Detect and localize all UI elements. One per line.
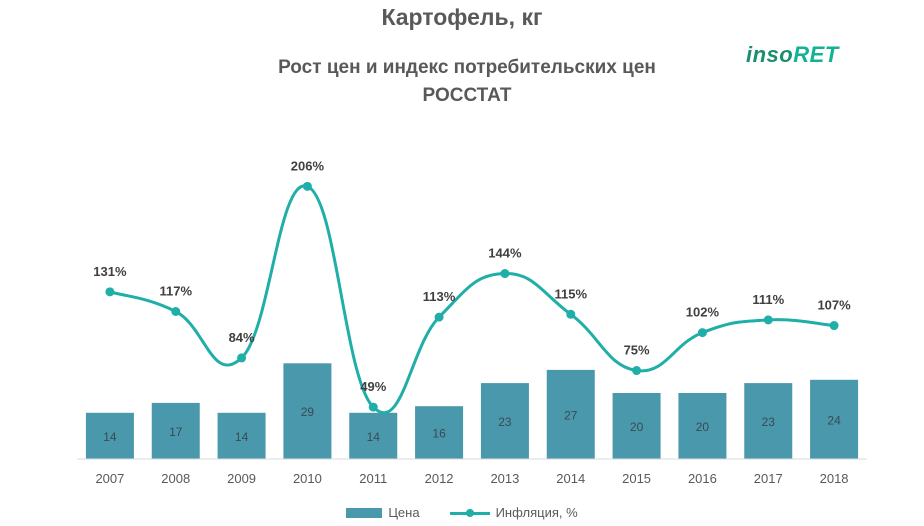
inflation-line (109, 184, 835, 415)
bar-value-label: 29 (301, 405, 315, 419)
bar-2009 (217, 412, 266, 459)
chart-subtitle: Рост цен и индекс потребительских цен РО… (0, 54, 924, 110)
subtitle-line-1: Рост цен и индекс потребительских цен (278, 57, 656, 78)
bar-value-label: 24 (827, 413, 841, 427)
inflation-value-label: 49% (360, 379, 386, 394)
bar-value-label: 17 (169, 425, 183, 439)
inflation-point-2012 (434, 312, 444, 322)
bar-2014 (546, 369, 595, 459)
bar-2008 (151, 402, 200, 459)
chart-title: Картофель, кг (381, 4, 543, 30)
bar-2018 (810, 379, 859, 459)
logo-part-2: RET (793, 42, 839, 67)
x-tick-label: 2009 (227, 471, 256, 486)
inflation-point-2011 (368, 402, 378, 412)
inflation-value-label: 115% (554, 286, 587, 301)
inflation-point-2007 (105, 287, 115, 297)
inflation-point-2014 (566, 309, 576, 319)
inflation-value-label: 111% (752, 292, 784, 307)
x-tick-label: 2012 (425, 471, 454, 486)
bar-value-label: 23 (498, 415, 512, 429)
inflation-point-2018 (829, 321, 839, 331)
x-tick-label: 2007 (95, 471, 124, 486)
bar-value-label: 14 (103, 430, 117, 444)
legend-item-price: Цена (346, 505, 420, 520)
bar-2013 (480, 383, 529, 459)
inflation-value-label: 107% (817, 298, 851, 313)
bar-value-label: 27 (564, 408, 578, 422)
inflation-value-label: 113% (423, 289, 456, 304)
x-tick-label: 2008 (161, 471, 190, 486)
insoret-logo: insoRET (746, 42, 839, 68)
inflation-point-2013 (500, 269, 510, 279)
x-tick-label: 2018 (820, 471, 849, 486)
bar-value-label: 14 (367, 430, 381, 444)
bar-value-label: 14 (235, 430, 249, 444)
inflation-value-label: 84% (229, 330, 255, 345)
legend-label-inflation: Инфляция, % (495, 505, 578, 520)
bar-value-label: 23 (762, 415, 776, 429)
bar-2012 (415, 406, 464, 459)
inflation-point-2017 (763, 315, 773, 325)
logo-part-1: inso (746, 42, 794, 67)
inflation-point-2016 (697, 328, 707, 338)
bar-2015 (612, 393, 661, 459)
inflation-value-label: 75% (624, 343, 650, 358)
bar-2007 (85, 412, 134, 459)
bar-2016 (678, 393, 727, 459)
bar-2010 (283, 363, 332, 459)
legend-line-swatch (449, 508, 490, 518)
inflation-value-label: 131% (93, 264, 127, 279)
x-tick-label: 2017 (754, 471, 783, 486)
x-tick-label: 2015 (622, 471, 651, 486)
legend-item-inflation: Инфляция, % (449, 505, 578, 520)
x-tick-label: 2013 (490, 471, 519, 486)
inflation-point-2008 (171, 306, 181, 316)
bar-2017 (744, 383, 793, 459)
x-tick-label: 2016 (688, 471, 717, 486)
inflation-value-label: 206% (291, 158, 325, 173)
x-tick-label: 2011 (359, 471, 387, 486)
subtitle-line-2: РОССТАТ (422, 85, 512, 106)
legend-bar-swatch (346, 507, 383, 518)
inflation-value-label: 144% (488, 246, 522, 261)
inflation-value-label: 102% (686, 305, 720, 320)
x-tick-label: 2014 (556, 471, 585, 486)
inflation-point-2015 (632, 366, 642, 376)
inflation-point-2009 (237, 353, 247, 363)
bar-value-label: 20 (696, 420, 710, 434)
bar-value-label: 20 (630, 420, 644, 434)
bar-value-label: 16 (432, 427, 446, 441)
chart-legend: Цена Инфляция, % (0, 505, 924, 520)
x-tick-label: 2010 (293, 471, 322, 486)
inflation-point-2010 (302, 181, 312, 191)
inflation-value-label: 117% (159, 283, 192, 298)
bar-2011 (349, 412, 398, 459)
legend-label-price: Цена (388, 505, 420, 520)
